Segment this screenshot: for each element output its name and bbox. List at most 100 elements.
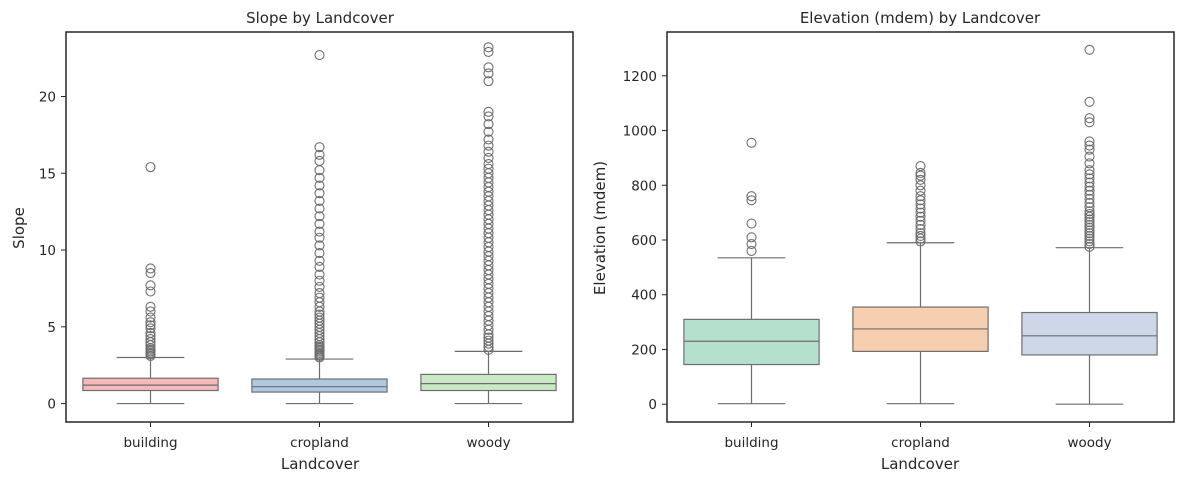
slope-outlier-point <box>314 240 325 251</box>
slope-outlier-point <box>483 76 494 87</box>
elevation-outlier-point <box>1084 151 1095 162</box>
slope-outlier-point <box>314 312 325 323</box>
elevation-outlier-point <box>1084 117 1095 128</box>
slope-outlier-point <box>483 119 494 130</box>
slope-outlier-point <box>145 323 156 334</box>
elevation-outlier-point <box>1084 230 1095 241</box>
slope-outlier-point <box>483 68 494 79</box>
slope-outlier-point <box>314 255 325 266</box>
slope-outlier-point <box>145 301 156 312</box>
slope-outlier-point <box>145 306 156 317</box>
elevation-outlier-point <box>915 219 926 230</box>
slope-y-tick-label: 20 <box>39 89 56 105</box>
slope-outlier-point <box>483 146 494 157</box>
slope-outlier-point <box>145 312 156 323</box>
slope-outlier-point <box>483 111 494 122</box>
slope-outlier-point <box>314 226 325 237</box>
elevation-y-tick-label: 200 <box>631 342 657 358</box>
slope-outlier-point <box>314 195 325 206</box>
elevation-outlier-point <box>1084 173 1095 184</box>
slope-box-cropland <box>251 378 388 393</box>
slope-outlier-point <box>314 232 325 243</box>
elevation-outlier-point <box>746 245 757 256</box>
elevation-outlier-point <box>746 195 757 206</box>
slope-y-axis-label: Slope <box>10 207 28 249</box>
slope-outlier-point <box>314 49 325 61</box>
elevation-outlier-point <box>1084 96 1095 107</box>
elevation-outlier-point <box>1084 236 1095 247</box>
slope-outlier-point <box>145 327 156 338</box>
slope-outlier-point <box>314 269 325 280</box>
elevation-outlier-point <box>1084 177 1095 188</box>
elevation-outlier-point <box>1084 158 1095 169</box>
elevation-outlier-point <box>1084 219 1095 230</box>
slope-outlier-point <box>483 106 494 117</box>
slope-outlier-point <box>483 152 494 163</box>
slope-outlier-point <box>483 134 494 145</box>
slope-outlier-point <box>314 287 325 299</box>
elevation-outlier-point <box>915 224 926 235</box>
slope-outlier-point <box>314 281 325 292</box>
slope-outlier-point <box>483 163 494 174</box>
elevation-outlier-point <box>915 211 926 222</box>
slope-outlier-point <box>145 320 156 331</box>
elevation-outlier-point <box>1084 136 1095 147</box>
slope-y-tick-label: 10 <box>39 243 56 259</box>
elevation-outlier-point <box>915 203 926 214</box>
slope-outlier-point <box>483 140 494 151</box>
elevation-outlier-point <box>915 236 926 247</box>
slope-outlier-point <box>314 309 325 320</box>
elevation-outlier-point <box>1084 193 1095 204</box>
slope-plot-area: 0 5 10 15 20 building cropland woody <box>39 31 574 451</box>
elevation-outlier-point <box>1084 241 1095 252</box>
elevation-axes-frame <box>666 31 1175 423</box>
elevation-plot-area: 0 200 400 600 800 1000 1200 building cropland woo… <box>623 31 1175 451</box>
elevation-outlier-point <box>1084 198 1095 209</box>
elevation-outlier-point <box>1084 144 1095 155</box>
elevation-outlier-point <box>1084 214 1095 225</box>
slope-x-tick-label: cropland <box>290 435 349 451</box>
elevation-outlier-point <box>1084 211 1095 222</box>
slope-x-axis-label: Landcover <box>281 455 360 473</box>
slope-outlier-point <box>314 211 325 222</box>
slope-outlier-point <box>314 203 325 214</box>
elevation-outlier-point <box>746 232 757 243</box>
elevation-outlier-point <box>1084 169 1095 180</box>
slope-axes-frame <box>65 31 574 423</box>
slope-outlier-point <box>145 263 156 274</box>
slope-outlier-point <box>145 268 156 279</box>
elevation-x-axis-label: Landcover <box>881 455 960 473</box>
slope-panel: Slope by Landcover 0 5 10 15 20 building cropl… <box>10 9 574 473</box>
elevation-outlier-point <box>915 185 926 196</box>
slope-outlier-point <box>314 142 325 153</box>
slope-outlier-point <box>314 275 325 286</box>
elevation-outlier-point <box>1084 233 1095 244</box>
slope-outlier-point <box>145 286 156 297</box>
slope-outlier-point <box>145 162 156 173</box>
elevation-outlier-point <box>1084 208 1095 220</box>
slope-x-tick-label: woody <box>466 435 510 451</box>
slope-outlier-point <box>483 126 494 137</box>
slope-outlier-point <box>145 280 156 291</box>
elevation-outlier-point <box>915 233 926 244</box>
slope-outlier-point <box>314 292 325 303</box>
elevation-outlier-point <box>1084 113 1095 124</box>
slope-outlier-point <box>483 46 494 58</box>
slope-y-tick-label: 0 <box>47 397 56 413</box>
elevation-y-tick-label: 1200 <box>623 69 657 85</box>
slope-outlier-point <box>483 42 494 53</box>
elevation-outlier-point <box>1084 202 1095 213</box>
slope-y-tick-label: 5 <box>47 320 56 336</box>
elevation-outlier-point <box>915 199 926 210</box>
elevation-x-tick-label: building <box>724 435 778 451</box>
elevation-y-axis-label: Elevation (mdem) <box>591 161 609 295</box>
elevation-outlier-point <box>915 161 926 172</box>
elevation-x-tick-label: woody <box>1067 435 1111 451</box>
slope-outlier-point <box>483 158 494 170</box>
elevation-outlier-point <box>915 215 926 226</box>
elevation-y-tick-label: 600 <box>631 233 657 249</box>
elevation-outlier-point <box>1084 222 1095 233</box>
elevation-outlier-point <box>915 195 926 206</box>
slope-outlier-point <box>314 149 325 160</box>
elevation-outlier-point <box>746 137 757 148</box>
